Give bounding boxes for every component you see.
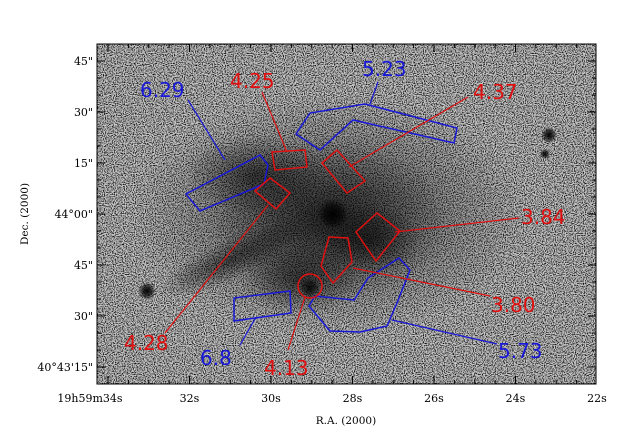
axis-ticks [97, 43, 596, 385]
leader-3-84 [394, 217, 520, 233]
region-3-80-outline [320, 236, 353, 285]
x-tick-label: 26s [424, 392, 444, 405]
label-3-84: 3.84 [521, 205, 566, 229]
axis-tick-labels: 19h59m34s 32s 30s 28s 26s 24s 22s 45" 30" 15" 44°0… [37, 55, 607, 405]
x-tick-label: 32s [180, 392, 200, 405]
leader-5-23 [369, 81, 379, 105]
leader-4-25 [261, 91, 288, 153]
y-tick-label: 44°00" [54, 208, 93, 221]
galaxy-nucleus [318, 199, 348, 229]
label-3-80: 3.80 [491, 293, 536, 317]
region-4-25-outline [271, 149, 308, 171]
field-star [138, 282, 156, 300]
region-4-28-outline [253, 177, 292, 211]
y-tick-label: 40°43'15" [37, 361, 93, 374]
field-star [540, 149, 550, 159]
x-axis-title: R.A. (2000) [316, 415, 376, 427]
label-4-25: 4.25 [230, 69, 275, 93]
field-star [541, 127, 557, 143]
label-4-28: 4.28 [124, 331, 169, 355]
label-4-37: 4.37 [473, 80, 518, 104]
leader-4-37 [348, 96, 469, 168]
y-tick-label: 15" [74, 157, 93, 170]
region-6-29-outline [184, 154, 269, 212]
y-tick-label: 30" [74, 106, 93, 119]
label-5-73: 5.73 [498, 339, 543, 363]
y-tick-label: 45" [74, 259, 93, 272]
label-6-8: 6.8 [200, 346, 232, 370]
region-5-23-outline [294, 103, 458, 151]
regions [184, 103, 458, 333]
x-tick-label: 28s [343, 392, 363, 405]
region-labels: 6.29 4.25 5.23 4.37 3.84 3.80 4.28 6.8 4… [124, 57, 566, 380]
y-axis-title: Dec. (2000) [19, 183, 31, 245]
x-tick-label: 24s [506, 392, 526, 405]
leader-3-80 [352, 267, 491, 297]
region-4-37-outline [320, 148, 367, 194]
leader-6-29 [187, 99, 226, 161]
leader-4-13 [287, 296, 306, 351]
leader-5-73 [391, 319, 498, 345]
region-5-73-outline [308, 257, 411, 333]
y-tick-label: 45" [74, 55, 93, 68]
x-tick-label: 30s [261, 392, 281, 405]
region-4-13-outline [297, 273, 323, 299]
label-4-13: 4.13 [264, 356, 309, 380]
leader-lines [164, 81, 520, 351]
x-tick-label: 19h59m34s [57, 392, 123, 405]
y-tick-label: 30" [74, 310, 93, 323]
region-6-8-outline [233, 290, 292, 322]
label-6-29: 6.29 [140, 78, 185, 102]
label-5-23: 5.23 [362, 57, 407, 81]
sky-image [97, 44, 596, 384]
leader-4-28 [164, 204, 269, 334]
x-tick-label: 22s [587, 392, 607, 405]
leader-6-8 [239, 316, 257, 346]
